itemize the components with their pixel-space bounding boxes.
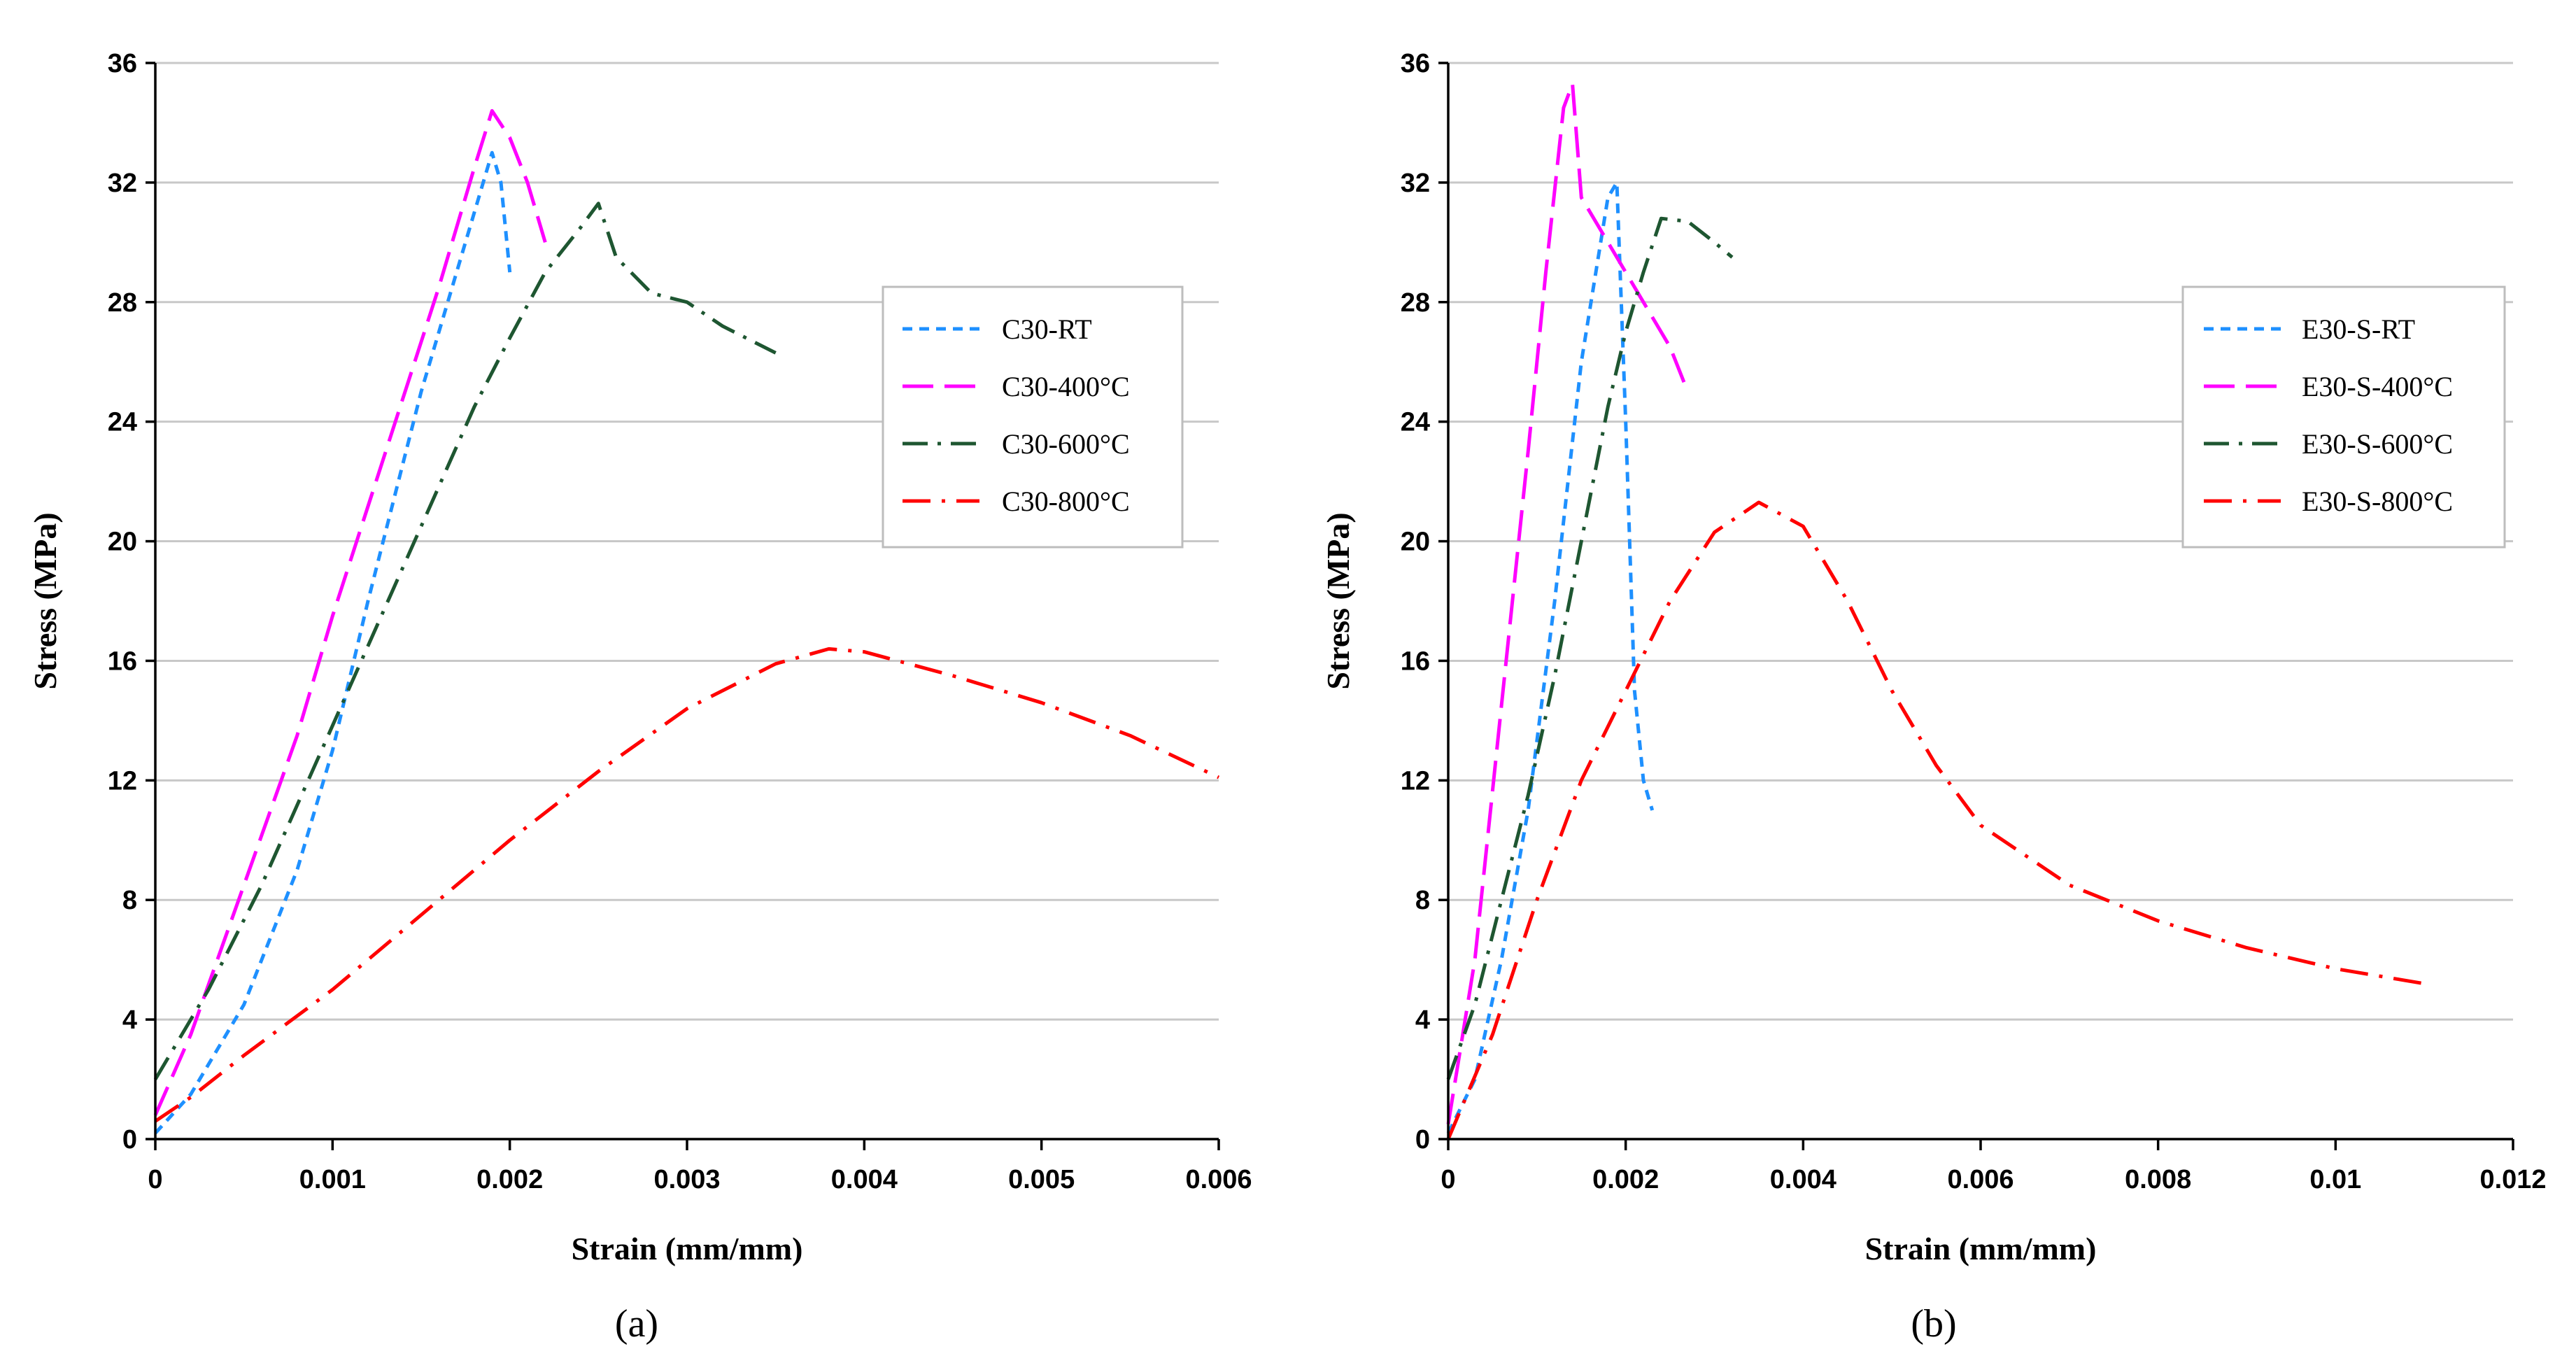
y-tick-label: 32 [108,169,137,198]
y-tick-label: 20 [108,528,137,557]
legend-label: C30-800°C [1002,486,1130,517]
legend-a-items: C30-RT C30-400°C C30-600°C C30-800°C [903,313,1130,517]
legend-box-a [882,285,1184,549]
ticks-b: 0 4 8 12 16 20 24 28 32 36 0 0.002 0.004 0.006 0.008 0.… [1401,49,2547,1194]
x-tick-label: 0.006 [1185,1165,1252,1194]
legend-label: C30-RT [1002,313,1092,345]
y-tick-label: 20 [1401,528,1430,557]
x-tick-label: 0.012 [2479,1165,2546,1194]
y-tick-label: 4 [1415,1005,1430,1035]
x-tick-label: 0.004 [1770,1165,1837,1194]
panel-a: 0 4 8 12 16 20 24 28 32 36 0 0.001 0.002 0.003 0.004 0.… [27,49,1252,1346]
legend-label: E30-S-400°C [2302,371,2453,402]
y-tick-label: 24 [1401,408,1430,437]
x-tick-label: 0.006 [1947,1165,2014,1194]
x-axis-label-a: Strain (mm/mm) [572,1231,803,1266]
y-tick-label: 12 [108,766,137,796]
series-line-c30-800-c [154,647,1220,1123]
y-tick-label: 0 [122,1125,137,1154]
y-tick-label: 32 [1401,169,1430,198]
y-tick-label: 36 [1401,49,1430,78]
legend-a: C30-RT C30-400°C C30-600°C C30-800°C [882,285,1184,549]
caption-b: (b) [1911,1302,1956,1346]
legend-label: C30-600°C [1002,428,1130,460]
x-tick-label: 0 [1441,1165,1455,1194]
y-tick-label: 16 [1401,647,1430,676]
series-b [1446,82,2425,1140]
legend-box-b [2181,285,2506,549]
x-axis-label-b: Strain (mm/mm) [1865,1231,2097,1266]
legend-label: E30-S-800°C [2302,486,2453,517]
caption-a: (a) [615,1302,658,1346]
legend-label: E30-S-RT [2302,313,2415,345]
series-line-c30-600-c [153,202,777,1080]
x-tick-label: 0.004 [831,1165,898,1194]
y-tick-label: 0 [1415,1125,1430,1154]
y-axis-label-a: Stress (MPa) [27,512,63,689]
x-tick-label: 0.002 [476,1165,543,1194]
x-tick-label: 0.002 [1592,1165,1659,1194]
legend-label: C30-400°C [1002,371,1130,402]
y-axis-label-b: Stress (MPa) [1320,512,1356,689]
y-tick-label: 8 [122,886,137,915]
panel-b: 0 4 8 12 16 20 24 28 32 36 0 0.002 0.004 0.006 0.008 0.… [1320,49,2547,1346]
legend-label: E30-S-600°C [2302,428,2453,460]
series-line-e30-s-rt [1446,181,1655,1134]
y-tick-label: 36 [108,49,137,78]
grid-a [155,62,1219,1021]
x-tick-label: 0.003 [653,1165,720,1194]
x-tick-label: 0.001 [299,1165,366,1194]
series-a [153,108,1220,1135]
ticks-a: 0 4 8 12 16 20 24 28 32 36 0 0.001 0.002 0.003 0.004 0.… [108,49,1252,1194]
series-line-e30-s-600-c [1446,216,1734,1080]
y-tick-label: 28 [1401,288,1430,318]
y-tick-label: 8 [1415,886,1430,915]
y-tick-label: 12 [1401,766,1430,796]
series-line-c30-400-c [153,108,547,1116]
y-tick-label: 4 [122,1005,137,1035]
x-tick-label: 0.01 [2309,1165,2361,1194]
series-line-c30-rt [154,150,512,1135]
series-line-e30-s-800-c [1446,500,2425,1140]
y-tick-label: 16 [108,647,137,676]
x-tick-label: 0.008 [2125,1165,2191,1194]
x-tick-label: 0.005 [1008,1165,1075,1194]
legend-b-items: E30-S-RT E30-S-400°C E30-S-600°C E30-S-800°… [2204,313,2453,517]
y-tick-label: 28 [108,288,137,318]
series-line-e30-s-400-c [1446,82,1690,1125]
y-tick-label: 24 [108,408,137,437]
legend-b: E30-S-RT E30-S-400°C E30-S-600°C E30-S-800°… [2181,285,2506,549]
x-tick-label: 0 [148,1165,162,1194]
